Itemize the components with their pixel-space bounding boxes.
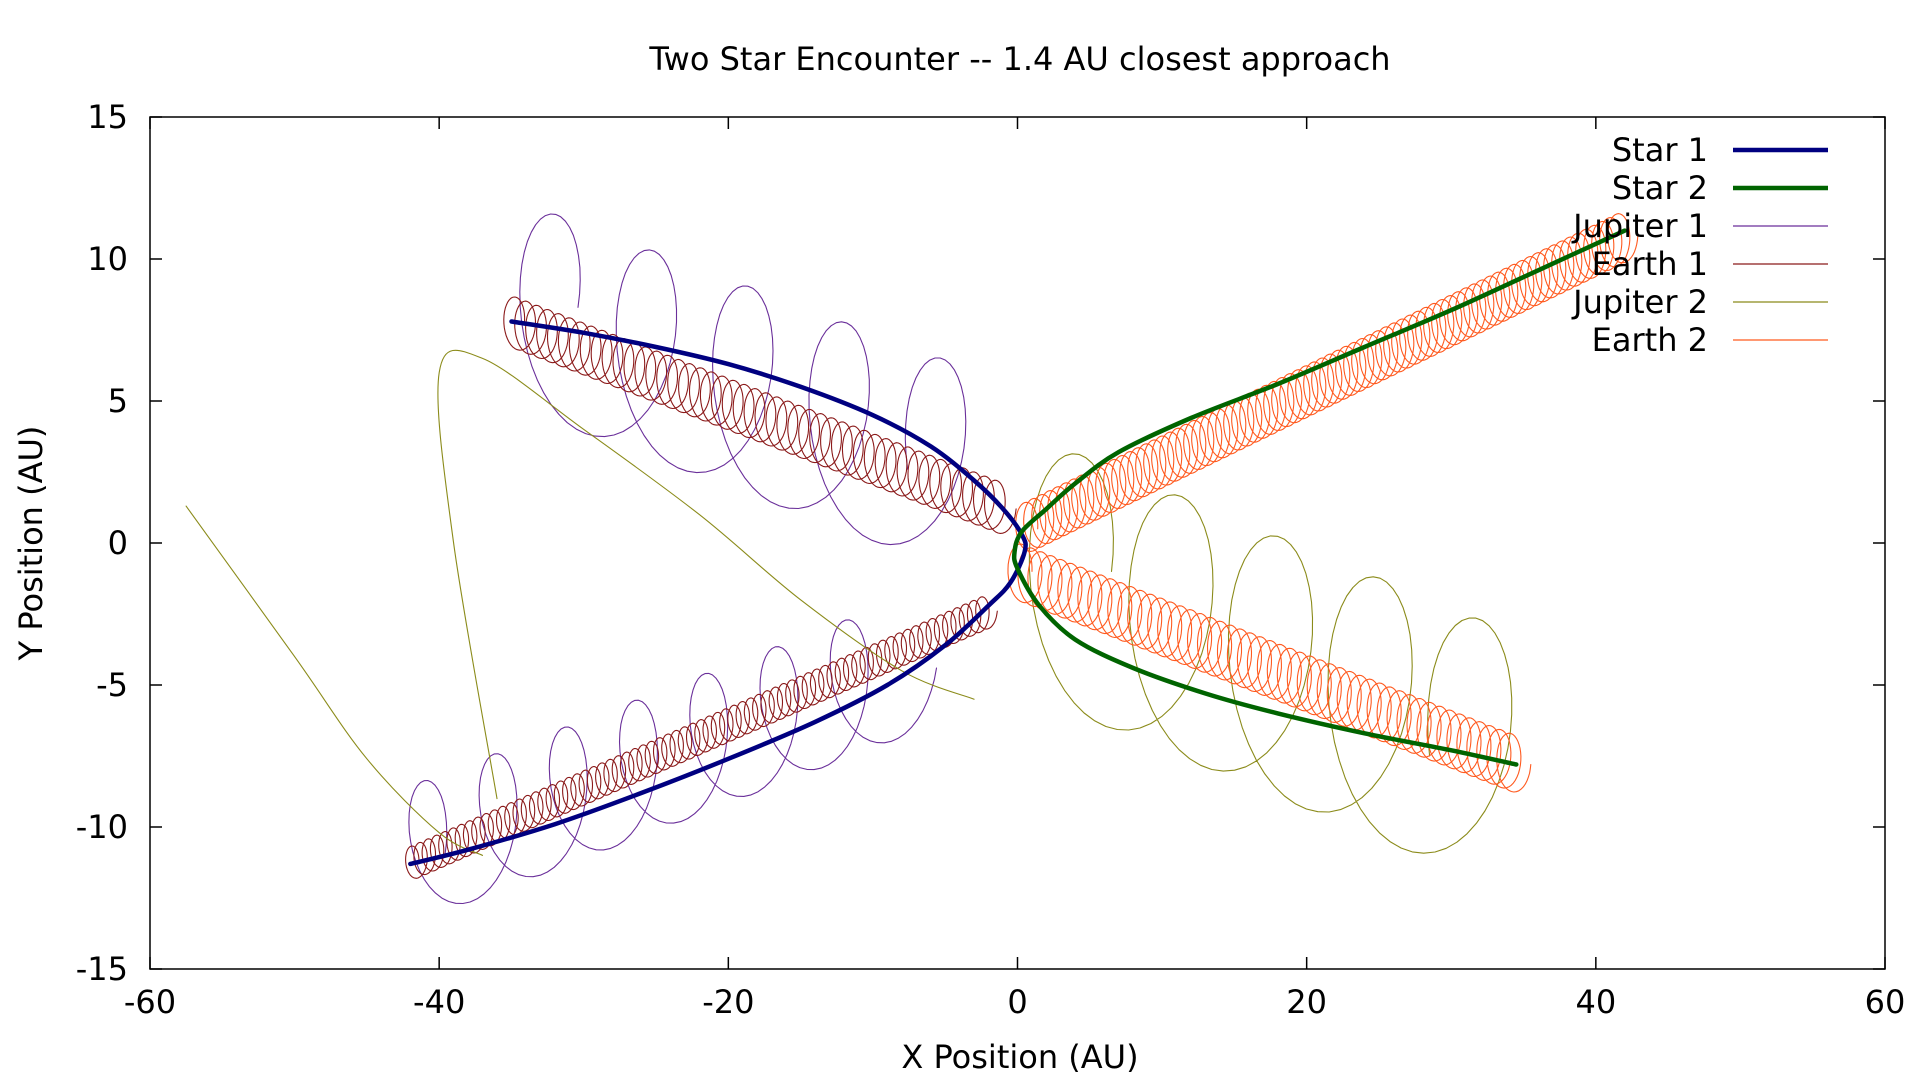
y-axis-label: Y Position (AU) (12, 426, 50, 662)
series-loops-earth-1 (503, 296, 1017, 534)
chart-title: Two Star Encounter -- 1.4 AU closest app… (648, 40, 1390, 78)
x-tick-label: 0 (1007, 983, 1027, 1021)
legend-item-jupiter-1: Jupiter 1 (1571, 207, 1828, 245)
x-tick-label: 20 (1286, 983, 1327, 1021)
legend-item-star-1: Star 1 (1612, 131, 1828, 169)
series-loops-jupiter-1 (519, 213, 967, 546)
series-loops-earth-1 (405, 596, 998, 879)
legend-item-earth-1: Earth 1 (1592, 245, 1828, 283)
series-earth-1 (405, 296, 1017, 879)
series-loops-earth-2 (1015, 213, 1639, 552)
axis-ticks: -60 -40 -20 0 20 40 60 -15 -10 -5 0 5 10 15 (76, 98, 1906, 1021)
y-tick-label: 10 (87, 240, 128, 278)
series-track-jupiter-2 (437, 349, 975, 800)
x-axis-label: X Position (AU) (901, 1038, 1138, 1076)
x-tick-label: -20 (702, 983, 754, 1021)
series-line-star-1 (408, 319, 1028, 867)
series-earth-2 (1007, 213, 1639, 793)
series-loops-jupiter-2 (1028, 453, 1513, 854)
plot-area (185, 213, 1639, 905)
y-tick-label: 5 (108, 382, 128, 420)
y-tick-label: 15 (87, 98, 128, 136)
legend-label: Star 1 (1612, 131, 1708, 169)
series-loops-jupiter-1 (408, 619, 938, 905)
x-tick-label: 60 (1865, 983, 1906, 1021)
legend-label: Jupiter 2 (1571, 283, 1708, 321)
y-tick-label: -15 (76, 950, 128, 988)
legend-item-earth-2: Earth 2 (1592, 321, 1828, 359)
series-star-1 (408, 319, 1028, 867)
y-tick-label: -5 (96, 666, 128, 704)
legend-label: Earth 2 (1592, 321, 1708, 359)
series-jupiter-2 (185, 349, 1513, 856)
series-track-jupiter-2 (185, 505, 484, 856)
x-tick-label: 40 (1575, 983, 1616, 1021)
series-star-2 (1011, 228, 1628, 767)
series-jupiter-1 (408, 213, 967, 905)
series-line-star-2 (1011, 228, 1628, 767)
legend-item-star-2: Star 2 (1612, 169, 1828, 207)
y-tick-label: 0 (108, 524, 128, 562)
legend-label: Jupiter 1 (1571, 207, 1708, 245)
legend-label: Earth 1 (1592, 245, 1708, 283)
y-tick-label: -10 (76, 808, 128, 846)
legend-item-jupiter-2: Jupiter 2 (1571, 283, 1828, 321)
series-loops-earth-2 (1007, 543, 1532, 793)
x-tick-label: -60 (124, 983, 176, 1021)
x-tick-label: -40 (413, 983, 465, 1021)
legend-label: Star 2 (1612, 169, 1708, 207)
